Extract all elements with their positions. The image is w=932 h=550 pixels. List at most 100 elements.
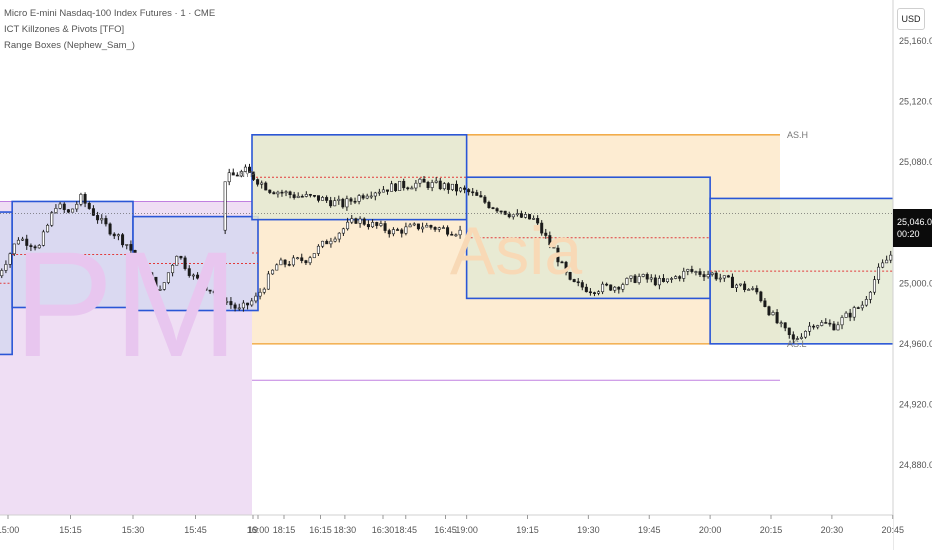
candle-body (146, 270, 150, 274)
candle-body (889, 254, 893, 261)
candle-body (441, 227, 445, 229)
candle-body (487, 202, 491, 208)
x-tick-label: 15:30 (122, 525, 145, 535)
candle-body (735, 284, 739, 288)
candle-body (828, 322, 832, 325)
candle-body (519, 213, 523, 218)
y-tick-label: 24,880.00 (899, 460, 932, 470)
candle-body (321, 197, 325, 201)
x-tick-label: 16:45 (434, 525, 457, 535)
candle-body (787, 327, 791, 335)
candle-body (329, 200, 333, 207)
candle-body (779, 322, 783, 325)
candle-body (674, 276, 678, 279)
candle-body (860, 304, 864, 309)
candle-body (379, 223, 383, 226)
candle-body (58, 203, 62, 209)
candle-body (179, 255, 183, 259)
symbol-title[interactable]: Micro E-mini Nasdaq-100 Index Futures · … (4, 8, 216, 19)
candle-body (881, 262, 885, 268)
candle-body (629, 275, 633, 279)
candle-body (454, 234, 458, 237)
candle-body (316, 195, 320, 201)
candle-body (248, 166, 252, 173)
candle-body (722, 275, 726, 279)
candle-body (312, 195, 316, 197)
candle-body (743, 283, 747, 291)
candle-body (430, 182, 434, 188)
bar-countdown: 00:20 (897, 229, 920, 239)
candle-body (308, 257, 312, 264)
candle-body (540, 222, 544, 234)
y-tick-label: 25,120.00 (899, 96, 932, 106)
candle-body (820, 322, 824, 326)
candle-body (387, 230, 391, 235)
candle-body (275, 264, 279, 271)
candle-body (237, 307, 241, 310)
candle-body (129, 244, 133, 251)
candle-body (698, 271, 702, 275)
candle-body (523, 214, 527, 218)
candle-body (121, 234, 125, 246)
candle-body (283, 259, 287, 265)
candle-body (467, 189, 471, 193)
candle-body (580, 282, 584, 288)
candle-body (308, 194, 312, 196)
candle-body (252, 172, 256, 180)
candle-body (856, 307, 860, 309)
candle-body (83, 193, 87, 204)
candle-body (383, 223, 387, 231)
candle-body (246, 302, 250, 306)
candle-body (358, 218, 362, 224)
candle-body (243, 166, 247, 172)
x-tick-label: 15:00 (0, 525, 19, 535)
candle-body (375, 222, 379, 226)
candle-body (747, 289, 751, 291)
candle-body (54, 208, 58, 213)
candle-body (791, 334, 795, 340)
candle-body (279, 259, 283, 266)
x-tick-label: 20:30 (821, 525, 844, 535)
candle-body (416, 223, 420, 230)
candle-body (41, 231, 45, 246)
candle-body (96, 215, 100, 221)
candle-body (241, 302, 245, 309)
candle-body (832, 323, 836, 331)
x-tick-label: 19:30 (577, 525, 600, 535)
candle-body (350, 218, 354, 223)
candle-body (641, 274, 645, 277)
candle-body (429, 225, 433, 228)
candle-body (233, 304, 237, 309)
candle-body (300, 195, 304, 198)
candle-body (312, 253, 316, 259)
candle-body (341, 228, 345, 234)
current-price-badge: 25,046.00 00:20 (893, 209, 932, 247)
candle-body (292, 194, 296, 198)
candle-body (104, 218, 108, 225)
candle-body (385, 189, 389, 192)
candle-body (235, 174, 239, 177)
indicator-ict-killzones[interactable]: ICT Killzones & Pivots [TFO] (4, 24, 125, 35)
candle-body (775, 312, 779, 324)
candle-body (381, 189, 385, 193)
candle-body (29, 245, 33, 248)
candle-body (300, 257, 304, 261)
candle-body (404, 226, 408, 234)
candle-body (196, 274, 200, 279)
candle-body (321, 240, 325, 247)
candle-body (560, 261, 564, 264)
candle-body (503, 210, 507, 215)
candle-body (329, 240, 333, 245)
x-tick-label: 15:45 (184, 525, 207, 535)
candle-body (71, 208, 75, 213)
candle-body (325, 197, 329, 201)
indicator-range-boxes[interactable]: Range Boxes (Nephew_Sam_) (4, 40, 135, 51)
candle-body (605, 283, 609, 286)
candle-body (16, 239, 20, 245)
candle-body (304, 260, 308, 264)
candle-body (288, 191, 292, 196)
candle-body (254, 295, 258, 302)
currency-button[interactable]: USD (897, 8, 925, 30)
